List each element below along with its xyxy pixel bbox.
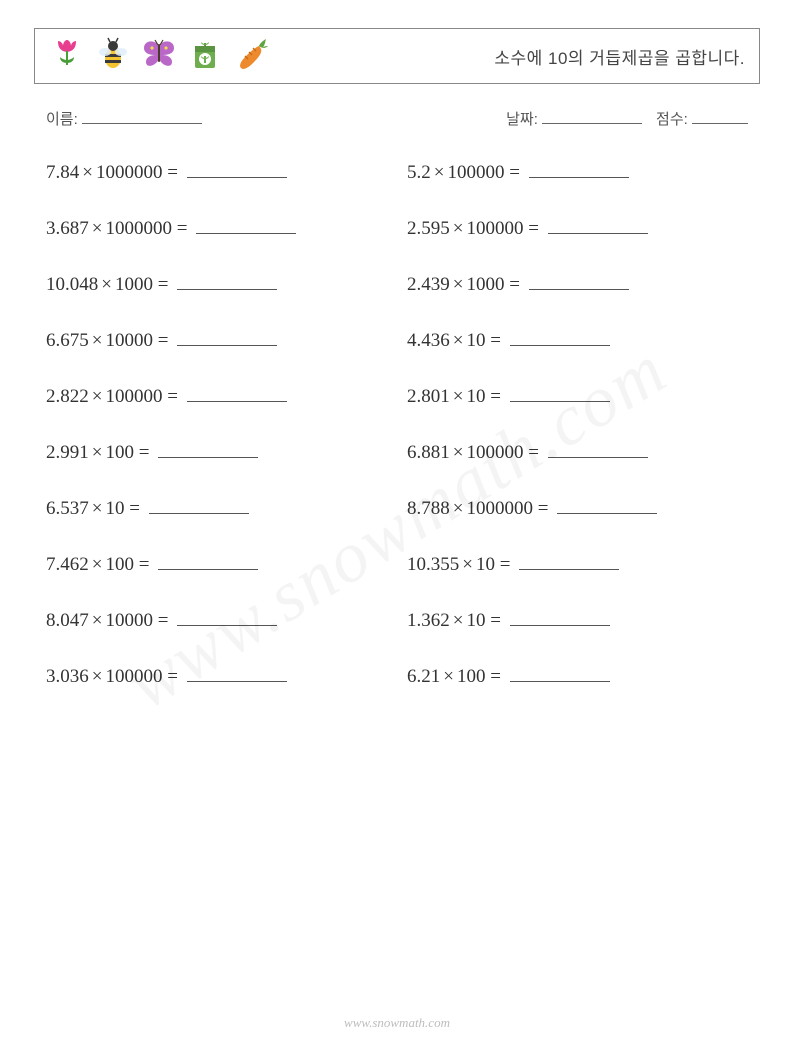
- problem-left-2: 10.048×1000 =: [46, 271, 387, 296]
- problem-expression: 10.355×10 =: [407, 554, 515, 575]
- tulip-icon: [49, 36, 85, 77]
- problem-right-5: 6.881×100000 =: [407, 439, 748, 464]
- problem-expression: 10.048×1000 =: [46, 274, 173, 295]
- problem-expression: 1.362×10 =: [407, 610, 506, 631]
- problem-expression: 8.047×10000 =: [46, 610, 173, 631]
- problem-left-6: 6.537×10 =: [46, 495, 387, 520]
- problem-left-7: 7.462×100 =: [46, 551, 387, 576]
- problem-right-6: 8.788×1000000 =: [407, 495, 748, 520]
- problem-expression: 6.21×100 =: [407, 666, 506, 687]
- answer-blank[interactable]: [158, 551, 258, 570]
- problem-right-8: 1.362×10 =: [407, 607, 748, 632]
- date-field: 날짜:: [506, 108, 642, 129]
- problem-expression: 7.84×1000000 =: [46, 162, 183, 183]
- carrot-icon: [233, 36, 269, 77]
- answer-blank[interactable]: [557, 495, 657, 514]
- answer-blank[interactable]: [149, 495, 249, 514]
- problem-expression: 6.881×100000 =: [407, 442, 544, 463]
- butterfly-icon: [141, 36, 177, 77]
- problem-expression: 2.595×100000 =: [407, 218, 544, 239]
- meta-row: 이름: 날짜: 점수:: [46, 108, 748, 129]
- problem-expression: 7.462×100 =: [46, 554, 154, 575]
- answer-blank[interactable]: [529, 271, 629, 290]
- answer-blank[interactable]: [177, 271, 277, 290]
- problem-right-7: 10.355×10 =: [407, 551, 748, 576]
- worksheet-title: 소수에 10의 거듭제곱을 곱합니다.: [494, 44, 745, 69]
- answer-blank[interactable]: [187, 663, 287, 682]
- score-field: 점수:: [656, 108, 748, 129]
- problem-expression: 5.2×100000 =: [407, 162, 525, 183]
- answer-blank[interactable]: [510, 607, 610, 626]
- answer-blank[interactable]: [548, 215, 648, 234]
- name-field: 이름:: [46, 108, 202, 129]
- answer-blank[interactable]: [510, 383, 610, 402]
- score-label: 점수:: [656, 111, 688, 128]
- answer-blank[interactable]: [548, 439, 648, 458]
- problem-expression: 3.687×1000000 =: [46, 218, 192, 239]
- bee-icon: [95, 36, 131, 77]
- problem-right-2: 2.439×1000 =: [407, 271, 748, 296]
- problem-right-0: 5.2×100000 =: [407, 159, 748, 184]
- problem-right-4: 2.801×10 =: [407, 383, 748, 408]
- date-blank[interactable]: [542, 108, 642, 124]
- problem-expression: 4.436×10 =: [407, 330, 506, 351]
- seedling-pot-icon: [187, 36, 223, 77]
- problem-expression: 2.439×1000 =: [407, 274, 525, 295]
- problem-left-8: 8.047×10000 =: [46, 607, 387, 632]
- problem-left-0: 7.84×1000000 =: [46, 159, 387, 184]
- problem-expression: 2.822×100000 =: [46, 386, 183, 407]
- problem-expression: 3.036×100000 =: [46, 666, 183, 687]
- answer-blank[interactable]: [177, 327, 277, 346]
- answer-blank[interactable]: [196, 215, 296, 234]
- problem-expression: 8.788×1000000 =: [407, 498, 553, 519]
- problem-right-9: 6.21×100 =: [407, 663, 748, 688]
- answer-blank[interactable]: [187, 159, 287, 178]
- problem-expression: 6.537×10 =: [46, 498, 145, 519]
- problem-left-3: 6.675×10000 =: [46, 327, 387, 352]
- problem-expression: 2.801×10 =: [407, 386, 506, 407]
- problems-grid: 7.84×1000000 = 5.2×100000 = 3.687×100000…: [34, 159, 760, 688]
- date-label: 날짜:: [506, 111, 538, 128]
- icon-strip: [49, 36, 269, 77]
- name-blank[interactable]: [82, 108, 202, 124]
- score-blank[interactable]: [692, 108, 748, 124]
- answer-blank[interactable]: [158, 439, 258, 458]
- problem-expression: 6.675×10000 =: [46, 330, 173, 351]
- problem-left-1: 3.687×1000000 =: [46, 215, 387, 240]
- footer-link: www.snowmath.com: [0, 1015, 794, 1031]
- answer-blank[interactable]: [187, 383, 287, 402]
- answer-blank[interactable]: [510, 663, 610, 682]
- problem-left-4: 2.822×100000 =: [46, 383, 387, 408]
- answer-blank[interactable]: [519, 551, 619, 570]
- header-box: 소수에 10의 거듭제곱을 곱합니다.: [34, 28, 760, 84]
- problem-left-5: 2.991×100 =: [46, 439, 387, 464]
- answer-blank[interactable]: [177, 607, 277, 626]
- answer-blank[interactable]: [529, 159, 629, 178]
- problem-right-1: 2.595×100000 =: [407, 215, 748, 240]
- problem-right-3: 4.436×10 =: [407, 327, 748, 352]
- problem-expression: 2.991×100 =: [46, 442, 154, 463]
- problem-left-9: 3.036×100000 =: [46, 663, 387, 688]
- name-label: 이름:: [46, 111, 78, 128]
- answer-blank[interactable]: [510, 327, 610, 346]
